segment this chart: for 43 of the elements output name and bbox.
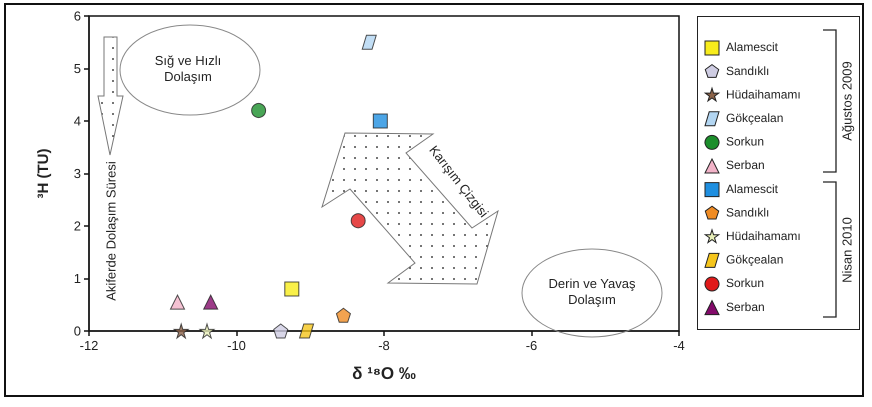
- legend-label: Alamescit: [726, 182, 779, 196]
- point: [284, 282, 300, 296]
- legend-label: Sorkun: [726, 276, 764, 290]
- y-tick-label: 5: [74, 61, 81, 76]
- point: [203, 294, 218, 310]
- y-tick-label: 1: [74, 271, 81, 286]
- annotation: Akiferde Dolaşım Süresi: [103, 161, 118, 301]
- point: [299, 324, 314, 338]
- y-tick-label: 4: [74, 114, 81, 128]
- legend-label: Sandıklı: [726, 64, 770, 78]
- point: [362, 34, 377, 50]
- legend-label: Hüdaihamamı: [726, 228, 801, 243]
- x-tick-label: -6: [526, 338, 538, 353]
- point: [336, 308, 351, 323]
- y-tick-label: 2: [74, 218, 81, 234]
- legend-label: Sorkun: [726, 134, 764, 149]
- legend-label: Serban: [726, 158, 765, 172]
- annotation: Derin ve Yavaş Dolaşım: [548, 276, 636, 308]
- legend-label: Sandıklı: [726, 205, 770, 220]
- text: Ağustos 2009: [839, 61, 854, 141]
- legend-label: Serban: [726, 300, 765, 314]
- point: [174, 324, 189, 338]
- text: Nisan 2010: [839, 217, 854, 283]
- y-tick-label: 0: [74, 324, 81, 338]
- point: [170, 294, 185, 310]
- x-tick-label: -12: [80, 338, 98, 353]
- y-axis-title: ³H (TU): [35, 148, 52, 198]
- legend-label: Gökçealan: [726, 110, 784, 125]
- point: [200, 324, 214, 338]
- x-tick-label: -4: [673, 338, 685, 353]
- point: [251, 103, 266, 118]
- point: [273, 324, 288, 338]
- annotation: Sığ ve Hızlı Dolaşım: [154, 54, 222, 84]
- legend-label: Alamescit: [726, 40, 779, 54]
- x-tick-label: -10: [227, 338, 246, 353]
- y-tick-label: 3: [74, 166, 81, 181]
- point: [350, 213, 366, 228]
- y-tick-label: 6: [74, 8, 81, 24]
- x-axis-title: δ ¹⁸O ‰: [352, 364, 416, 383]
- legend-label: Gökçealan: [726, 252, 784, 267]
- legend-label: Hüdaihamamı: [726, 87, 801, 102]
- point: [372, 114, 388, 128]
- x-tick-label: -8: [378, 338, 390, 353]
